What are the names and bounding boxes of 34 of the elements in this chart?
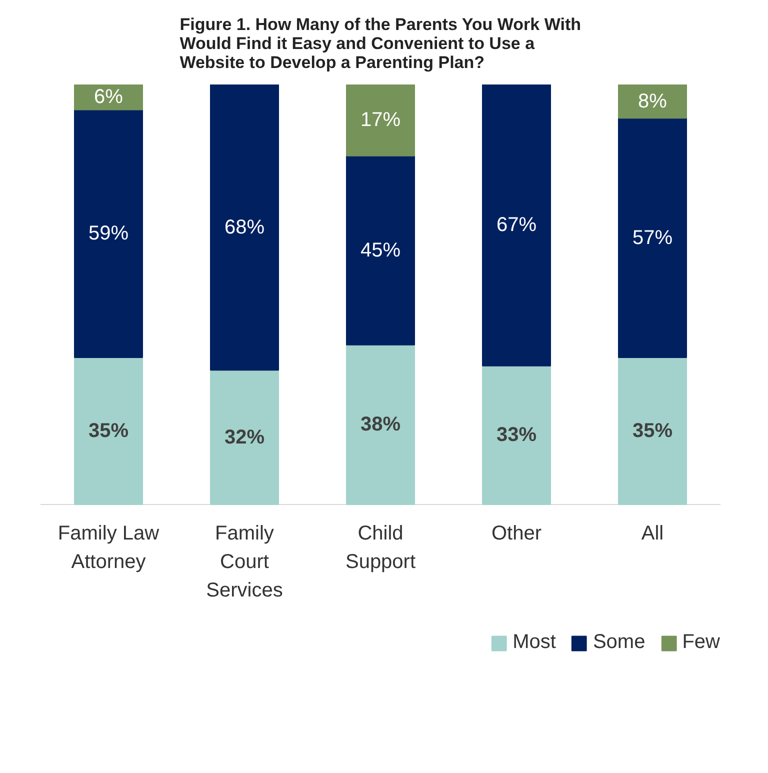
data-label: 33% <box>496 424 537 446</box>
bar <box>74 109 143 358</box>
bar <box>482 84 551 366</box>
data-label: 6% <box>94 86 124 108</box>
x-tick-label: All <box>641 522 664 544</box>
data-label: 59% <box>88 222 129 245</box>
bar <box>74 357 143 505</box>
data-label: 17% <box>360 109 401 132</box>
data-label: 68% <box>224 216 265 238</box>
bar <box>210 370 279 505</box>
bar <box>618 84 687 119</box>
data-label: 45% <box>360 239 401 262</box>
x-tick-label: Other <box>491 522 542 544</box>
x-tick-label: Family Law Attorney <box>58 522 160 574</box>
data-label: 57% <box>632 226 673 249</box>
x-tick-label: Child Support <box>345 522 416 574</box>
data-label: 38% <box>360 414 401 436</box>
chart-title: Figure 1. How Many of the Parents You Work With Would Find it Easy and Convenient to Use a Website to Develop a Parenting Plan? <box>180 15 581 72</box>
bar <box>618 118 687 358</box>
bar <box>210 84 279 371</box>
data-label: 67% <box>496 214 537 236</box>
bar <box>618 357 687 505</box>
data-label: 8% <box>638 90 668 112</box>
bar <box>346 84 415 156</box>
legend-label: Some <box>592 631 646 654</box>
data-label: 32% <box>224 426 265 448</box>
data-label: 35% <box>632 420 673 442</box>
bar <box>346 344 415 505</box>
bar <box>346 155 415 346</box>
legend-label: Most <box>512 631 556 654</box>
data-label: 35% <box>88 420 129 442</box>
legend-label: Few <box>682 631 720 654</box>
bar <box>482 365 551 505</box>
x-tick-label: Family Court Services <box>206 522 283 602</box>
